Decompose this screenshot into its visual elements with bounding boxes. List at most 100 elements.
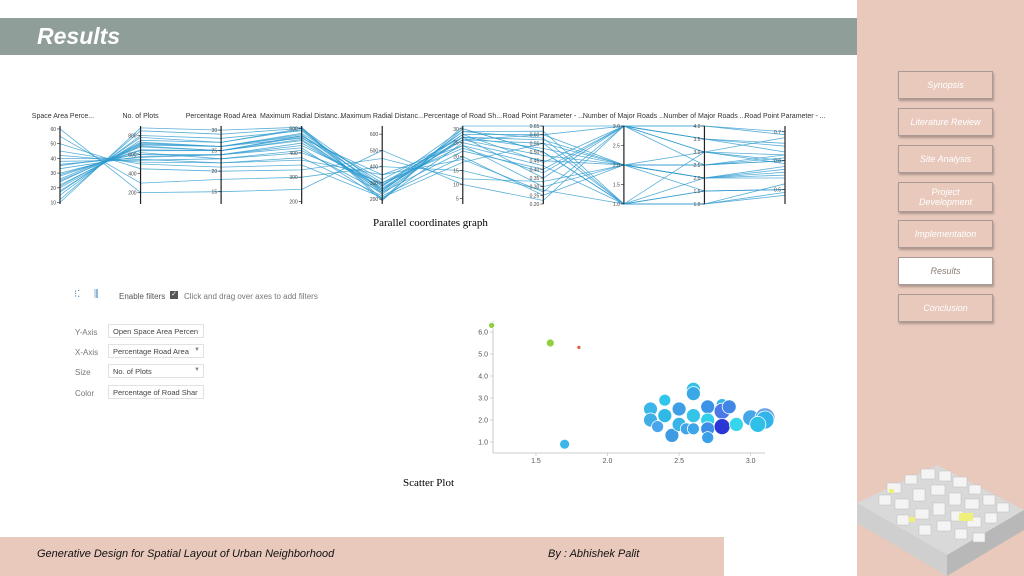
nav-label: Site Analysis <box>919 154 972 164</box>
y-axis-select[interactable]: Open Space Area Percen <box>108 324 204 338</box>
pc-tick-label: 200 <box>370 197 379 203</box>
pc-tick-label: 15 <box>453 169 459 175</box>
scatter-point <box>671 401 687 417</box>
pc-tick-label: 400 <box>370 165 379 171</box>
x-axis-select[interactable]: Percentage Road Area ▼ <box>108 344 204 358</box>
pc-tick-label: 0.45 <box>530 159 540 165</box>
scatter-point <box>685 386 701 401</box>
y-axis-label: Y-Axis <box>75 328 98 337</box>
pc-tick-label: 40 <box>50 156 56 162</box>
scatter-point <box>685 408 701 423</box>
pc-tick-label: 1.5 <box>613 183 620 189</box>
pc-tick-label: 0.55 <box>530 141 540 147</box>
pc-tick-label: 2.5 <box>693 163 700 169</box>
scatter-x-tick-label: 2.5 <box>674 458 684 465</box>
pc-tick-label: 600 <box>370 132 379 138</box>
nav-implementation[interactable]: Implementation <box>898 220 993 248</box>
pc-axis-label: Road Point Parameter - ... <box>744 113 825 120</box>
parallel-chart-caption: Parallel coordinates graph <box>373 217 488 229</box>
pc-tick-label: 200 <box>289 200 298 206</box>
pc-tick-label: 600 <box>128 153 137 159</box>
pc-axis-label: Percentage Road Area <box>186 113 257 120</box>
pc-tick-label: 3.5 <box>693 137 700 143</box>
scatter-point <box>576 344 582 350</box>
pc-line <box>59 125 786 184</box>
page-title: Results <box>37 23 121 49</box>
scatter-point <box>749 416 767 433</box>
pc-axis-label: Maximum Radial Distanc... <box>341 113 424 120</box>
title-bar <box>0 18 1024 55</box>
pc-tick-label: 30 <box>50 171 56 177</box>
pc-tick-label: 800 <box>128 134 137 140</box>
nav-project-development[interactable]: Project Development <box>898 182 993 212</box>
pc-tick-label: 50 <box>50 142 56 148</box>
nav-label: Results <box>930 266 961 276</box>
pc-tick-label: 25 <box>212 149 218 155</box>
pc-axis-label: No. of Plots <box>122 113 159 120</box>
nav-label: Literature Review <box>910 117 981 127</box>
pc-tick-label: 300 <box>370 181 379 187</box>
pc-tick-label: 30 <box>453 127 459 133</box>
pc-tick-label: 0.40 <box>530 167 540 173</box>
pc-lines <box>59 125 786 205</box>
pc-tick-label: 10 <box>50 201 56 207</box>
nav-synopsis[interactable]: Synopsis <box>898 71 993 99</box>
chevron-down-icon: ▼ <box>194 367 200 373</box>
pc-tick-label: 0.5 <box>774 188 781 194</box>
pc-axis-label: Number of Major Roads ... <box>583 113 665 120</box>
pc-line <box>59 126 786 205</box>
pc-tick-label: 3.0 <box>693 150 700 156</box>
pc-axis-label: Percentage of Road Sh... <box>423 113 502 120</box>
pc-line <box>59 125 786 193</box>
color-select[interactable]: Percentage of Road Shar <box>108 385 204 399</box>
pc-tick-label: 1.5 <box>693 189 700 195</box>
pc-axis-label: Road Point Parameter - ... <box>503 113 584 120</box>
pc-tick-label: 30 <box>212 128 218 134</box>
scatter-point <box>713 418 731 435</box>
size-value: No. of Plots <box>113 367 152 376</box>
scatter-y-tick-label: 1.0 <box>478 440 488 447</box>
nav-label: Conclusion <box>923 303 968 313</box>
pc-tick-label: 0.60 <box>530 133 540 139</box>
pc-tick-label: 0.65 <box>530 124 540 130</box>
nav-conclusion[interactable]: Conclusion <box>898 294 993 322</box>
color-value: Percentage of Road Shar <box>113 388 198 397</box>
nav-site-analysis[interactable]: Site Analysis <box>898 145 993 173</box>
size-select[interactable]: No. of Plots ▼ <box>108 364 204 378</box>
scatter-point <box>686 422 700 436</box>
pc-tick-label: 0.7 <box>774 130 781 136</box>
pc-tick-label: 2.0 <box>613 163 620 169</box>
pc-tick-label: 2.0 <box>693 176 700 182</box>
pc-tick-label: 0.20 <box>530 202 540 208</box>
pc-line <box>59 142 786 205</box>
footer-bar <box>0 537 724 576</box>
pc-tick-label: 500 <box>289 126 298 132</box>
scatter-y-tick-label: 2.0 <box>478 418 488 425</box>
parallel-view-icon[interactable]: ⫼ <box>94 289 99 300</box>
scatter-point <box>658 393 672 407</box>
footer-project-title: Generative Design for Spatial Layout of … <box>37 548 335 560</box>
scatter-plot-chart[interactable]: 6.0 5.0 4.0 3.0 2.0 1.0 1.5 2.0 2.5 3.0 <box>470 316 780 466</box>
pc-tick-label: 0.25 <box>530 193 540 199</box>
scatter-x-tick-label: 3.0 <box>746 458 756 465</box>
pc-line <box>59 145 786 205</box>
pc-axis-label: Number of Major Roads ... <box>663 113 745 120</box>
scatter-point <box>559 438 570 450</box>
scatter-point <box>657 408 673 423</box>
pc-tick-label: 3.0 <box>613 124 620 130</box>
color-label: Color <box>75 389 95 398</box>
pc-tick-label: 20 <box>453 155 459 161</box>
enable-filters-label: Enable filters <box>119 292 166 301</box>
neighborhood-3d-model-image <box>857 465 1024 576</box>
scatter-point <box>728 417 744 432</box>
scatter-x-tick-label: 2.0 <box>603 458 613 465</box>
pc-line <box>59 125 786 187</box>
nav-literature-review[interactable]: Literature Review <box>898 108 993 136</box>
scatter-view-icon[interactable]: ⁝⁚ <box>74 289 81 300</box>
enable-filters-checkbox[interactable]: ✓ <box>170 291 178 299</box>
nav-results[interactable]: Results <box>898 257 993 285</box>
x-axis-label: X-Axis <box>75 348 99 357</box>
pc-axis-label: n Space Area Perce... <box>30 113 94 120</box>
parallel-coordinates-chart[interactable]: n Space Area Perce... 60 50 40 30 20 10 No. of … <box>30 108 830 208</box>
pc-tick-label: 1.0 <box>693 202 700 208</box>
